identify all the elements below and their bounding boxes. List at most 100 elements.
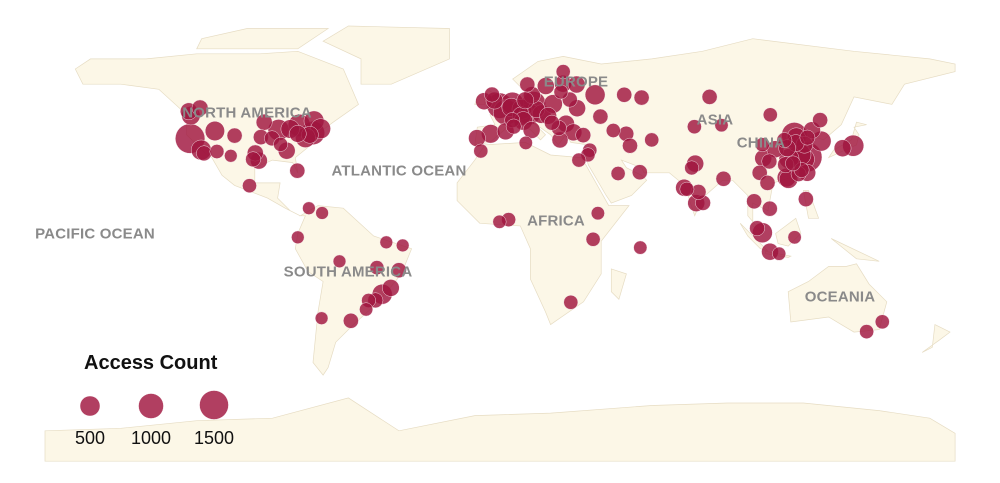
access-bubble[interactable] [575, 127, 592, 143]
legend-label-1000: 1000 [130, 428, 172, 448]
landmass-antarctica [44, 397, 956, 462]
access-bubble[interactable] [484, 86, 500, 103]
access-bubble[interactable] [715, 170, 732, 187]
access-bubble[interactable] [644, 132, 660, 148]
legend-circle-1000 [138, 393, 164, 419]
label-atlantic-ocean: ATLANTIC OCEAN [331, 162, 467, 180]
access-bubble[interactable] [759, 175, 776, 191]
access-bubble[interactable] [755, 137, 770, 152]
access-bubble[interactable] [776, 132, 793, 148]
access-bubble[interactable] [772, 246, 786, 261]
access-bubble[interactable] [833, 139, 852, 157]
access-bubble[interactable] [369, 260, 385, 275]
access-bubble[interactable] [505, 118, 522, 135]
legend-circle-1500 [199, 390, 229, 420]
access-bubble[interactable] [798, 191, 814, 207]
access-bubble[interactable] [315, 311, 329, 325]
access-bubble[interactable] [571, 152, 587, 168]
access-bubble[interactable] [632, 164, 648, 180]
access-bubble[interactable] [622, 137, 638, 154]
access-bubble[interactable] [799, 129, 816, 146]
access-bubble[interactable] [563, 294, 579, 310]
access-bubble[interactable] [606, 123, 621, 138]
access-bubble[interactable] [567, 75, 586, 94]
access-bubble[interactable] [812, 112, 828, 128]
access-bubble[interactable] [224, 149, 238, 163]
access-bubble[interactable] [785, 155, 801, 172]
landmass-arctic-islands [196, 28, 330, 50]
legend-circles [79, 390, 229, 420]
access-bubble[interactable] [289, 125, 307, 143]
access-bubble[interactable] [537, 77, 555, 95]
label-china: CHINA [736, 134, 786, 152]
access-bubble[interactable] [204, 121, 225, 141]
access-bubble[interactable] [746, 193, 762, 210]
access-bubble[interactable] [315, 206, 329, 220]
access-bubble[interactable] [273, 137, 288, 152]
label-africa: AFRICA [527, 212, 585, 230]
access-bubble[interactable] [544, 114, 560, 131]
access-bubble[interactable] [633, 240, 648, 255]
access-bubble[interactable] [787, 230, 802, 245]
access-bubble[interactable] [391, 262, 407, 279]
access-bubble[interactable] [859, 324, 874, 339]
label-south-america: SOUTH AMERICA [283, 263, 413, 281]
access-bubble[interactable] [610, 166, 626, 181]
access-bubble[interactable] [226, 127, 243, 144]
access-bubble[interactable] [492, 214, 507, 229]
access-bubble[interactable] [701, 89, 718, 105]
access-bubble[interactable] [555, 64, 571, 79]
access-bubble[interactable] [763, 107, 778, 123]
access-bubble[interactable] [679, 181, 695, 197]
access-bubble[interactable] [209, 144, 225, 159]
access-bubble[interactable] [379, 235, 393, 249]
access-bubble[interactable] [191, 99, 209, 117]
label-asia: ASIA [696, 111, 734, 129]
access-bubble[interactable] [687, 119, 702, 134]
access-bubble[interactable] [396, 238, 410, 253]
access-bubble[interactable] [633, 89, 650, 106]
legend-circle-500 [79, 395, 101, 417]
access-bubble[interactable] [245, 151, 261, 168]
access-bubble[interactable] [518, 135, 533, 150]
access-bubble[interactable] [289, 162, 306, 179]
landmass-madagascar [610, 268, 627, 300]
landmass-new-zealand [921, 324, 951, 353]
legend-label-500: 500 [74, 428, 106, 448]
access-bubble[interactable] [616, 87, 633, 103]
label-pacific-ocean: PACIFIC OCEAN [35, 225, 155, 243]
access-bubble[interactable] [519, 76, 536, 93]
access-bubble[interactable] [761, 153, 778, 170]
access-bubble[interactable] [382, 279, 400, 297]
access-bubble[interactable] [749, 220, 765, 236]
landmass-australia [787, 263, 888, 333]
access-bubble[interactable] [359, 302, 373, 317]
access-bubble[interactable] [196, 145, 212, 162]
bubble-layer [175, 64, 890, 339]
access-bubble[interactable] [291, 230, 305, 244]
access-bubble[interactable] [516, 91, 534, 110]
landmass-new-guinea [830, 238, 880, 262]
access-bubble[interactable] [302, 201, 316, 215]
access-bubble[interactable] [343, 312, 359, 329]
access-bubble[interactable] [591, 206, 605, 221]
label-north-america: NORTH AMERICA [182, 104, 312, 122]
access-bubble[interactable] [684, 160, 700, 176]
landmass-south-america [294, 205, 413, 376]
access-bubble[interactable] [553, 84, 569, 100]
access-bubble[interactable] [592, 108, 609, 125]
legend-label-1500: 1500 [193, 428, 235, 448]
landmass-greenland [322, 25, 450, 85]
access-bubble[interactable] [242, 178, 257, 193]
access-bubble[interactable] [332, 254, 347, 268]
access-bubble[interactable] [714, 118, 729, 133]
access-bubble[interactable] [473, 143, 489, 159]
access-bubble[interactable] [585, 231, 601, 247]
label-oceania: OCEANIA [804, 288, 876, 306]
access-bubble[interactable] [875, 314, 890, 330]
access-bubble[interactable] [522, 121, 541, 139]
access-bubble[interactable] [584, 84, 606, 106]
access-bubble[interactable] [762, 200, 778, 217]
